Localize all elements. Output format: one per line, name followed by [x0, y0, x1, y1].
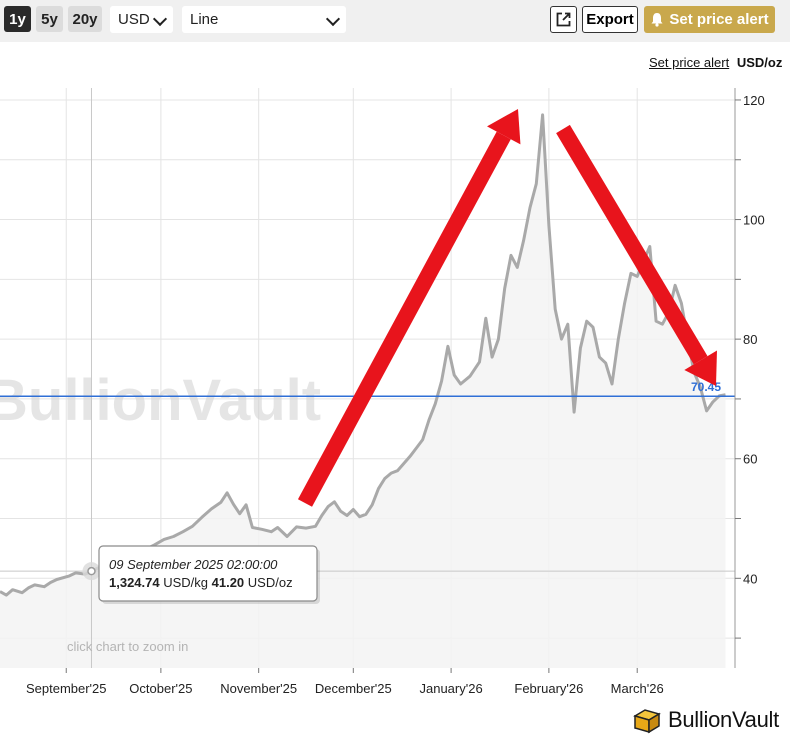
x-tick-label: October'25 — [129, 681, 192, 696]
range-20y-button[interactable]: 20y — [68, 6, 102, 32]
y-tick-label: 100 — [743, 213, 765, 228]
x-tick-label: February'26 — [514, 681, 583, 696]
chart-style-select[interactable]: Line — [182, 6, 346, 33]
y-tick-label: 120 — [743, 93, 765, 108]
watermark-text: BullionVault — [0, 368, 321, 433]
logo-text: BullionVault — [668, 707, 779, 732]
unit-label: USD/oz — [736, 55, 783, 70]
tooltip-value-part: 1,324.74 — [109, 575, 160, 590]
bell-icon — [651, 13, 663, 27]
range-5y-button[interactable]: 5y — [36, 6, 63, 32]
gold-bar-logo-icon — [633, 709, 661, 734]
crosshair-marker — [87, 566, 96, 576]
tooltip-value-part: USD/oz — [244, 575, 292, 590]
currency-select-value: USD — [118, 11, 150, 28]
currency-select[interactable]: USD — [110, 6, 173, 33]
external-link-icon — [556, 12, 571, 27]
export-button[interactable]: Export — [582, 6, 638, 33]
x-tick-label: March'26 — [611, 681, 664, 696]
toolbar: 1y 5y 20y USD Line Export Set price aler… — [0, 0, 790, 42]
x-tick-label: September'25 — [26, 681, 107, 696]
chevron-down-icon — [325, 11, 341, 27]
set-price-alert-link[interactable]: Set price alert — [649, 55, 730, 70]
y-tick-label: 80 — [743, 332, 757, 347]
zoom-hint: click chart to zoom in — [67, 639, 188, 654]
x-tick-label: January'26 — [419, 681, 482, 696]
annotation-arrow-up-shaft — [297, 131, 511, 507]
current-price-label: 70.45 — [691, 380, 721, 394]
tooltip-date: 09 September 2025 02:00:00 — [109, 557, 278, 572]
price-area — [0, 114, 726, 668]
open-external-button[interactable] — [550, 6, 577, 33]
x-tick-label: November'25 — [220, 681, 297, 696]
tooltip-box — [98, 545, 318, 602]
tooltip-value-part: 41.20 — [212, 575, 245, 590]
logo: BullionVault — [632, 705, 779, 735]
chevron-down-icon — [152, 11, 168, 27]
set-price-alert-button[interactable]: Set price alert — [644, 6, 775, 33]
set-price-alert-label: Set price alert — [669, 11, 769, 28]
y-tick-label: 40 — [743, 571, 757, 586]
annotation-arrow-down-shaft — [556, 124, 708, 365]
tooltip-values: 1,324.74 USD/kg 41.20 USD/oz — [109, 575, 293, 590]
set-alert-row: Set price alert USD/oz — [649, 55, 782, 70]
annotation-arrow-down-head — [684, 350, 717, 386]
y-tick-label: 60 — [743, 452, 757, 467]
chart-style-select-value: Line — [190, 11, 219, 28]
annotation-arrow-up-head — [487, 109, 521, 145]
tooltip-value-part: USD/kg — [160, 575, 212, 590]
price-chart[interactable]: BullionVault 70.45 40 60 80 100 120 September'2… — [0, 80, 790, 705]
range-1y-button[interactable]: 1y — [4, 6, 31, 32]
x-tick-label: December'25 — [315, 681, 392, 696]
